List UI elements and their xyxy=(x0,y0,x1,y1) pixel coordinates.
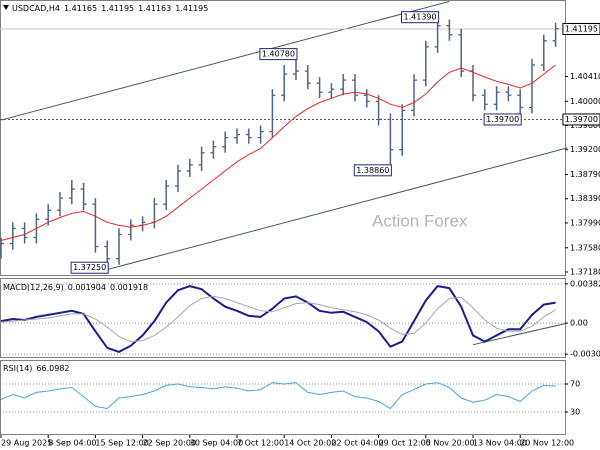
y-tick-label: 1.38390 xyxy=(570,194,600,203)
annotation-box xyxy=(259,48,298,61)
level-label: 1.39700 xyxy=(565,115,598,124)
y-tick-label: 1.39200 xyxy=(570,145,600,154)
x-tick-label: 14 Oct 20:00 xyxy=(284,439,336,448)
annotation-box xyxy=(401,11,440,24)
y-tick-label: 0.00 xyxy=(570,319,588,328)
header-value: 1.41195 xyxy=(101,4,134,13)
y-tick-label: 70 xyxy=(570,380,580,389)
x-tick-label: 30 Sep 04:00 xyxy=(190,439,243,448)
annotation-box xyxy=(483,113,522,126)
watermark: Action Forex xyxy=(372,211,468,230)
trendline xyxy=(107,147,568,271)
header-value: 1.41163 xyxy=(138,4,171,13)
current-price-label-box xyxy=(562,22,600,35)
panel-header: RSI(14) 66.0982 xyxy=(3,364,70,373)
y-tick-label: 1.37180 xyxy=(570,267,600,276)
header-value: 66.0982 xyxy=(36,364,69,373)
moving-average xyxy=(0,64,556,241)
x-tick-label: 22 Sep 20:00 xyxy=(143,439,196,448)
x-tick-label: 20 Nov 12:00 xyxy=(520,439,574,448)
y-tick-label: 1.38790 xyxy=(570,170,600,179)
x-tick-label: 13 Nov 04:00 xyxy=(473,439,527,448)
x-tick-label: 29 Aug 2025 xyxy=(1,439,52,448)
x-tick-label: 29 Oct 12:00 xyxy=(379,439,431,448)
indicator-line xyxy=(0,382,556,410)
level-label-box xyxy=(562,113,600,126)
panel-frame xyxy=(0,0,566,276)
y-tick-label: 1.39600 xyxy=(570,121,600,130)
annotation: 1.40780 xyxy=(262,50,295,59)
header-value: 1.41195 xyxy=(175,4,208,13)
y-tick-label: 1.37580 xyxy=(570,243,600,252)
current-price-label: 1.41195 xyxy=(565,24,598,33)
y-tick-label: 30 xyxy=(570,408,580,417)
indicator-line xyxy=(0,285,556,353)
x-tick-label: 5 Nov 20:00 xyxy=(426,439,475,448)
header-value: 0.001918 xyxy=(110,283,148,292)
annotation: 1.41390 xyxy=(404,13,437,22)
x-tick-label: 22 Oct 04:00 xyxy=(331,439,383,448)
x-tick-label: 15 Sep 12:00 xyxy=(95,439,148,448)
trendline xyxy=(472,322,568,346)
panel-title: RSI(14) xyxy=(3,364,32,373)
x-tick-label: 8 Sep 04:00 xyxy=(48,439,96,448)
annotation: 1.38860 xyxy=(356,166,389,175)
x-tick-label: 7 Oct 12:00 xyxy=(237,439,284,448)
panel-title: MACD(12,26,9) xyxy=(3,283,64,292)
indicator-line xyxy=(0,295,556,343)
header-value: 1.41165 xyxy=(64,4,97,13)
panel-title: USDCAD,H4 xyxy=(12,4,60,13)
panel-frame xyxy=(0,360,566,435)
trendline xyxy=(0,0,450,121)
y-tick-label: 1.40000 xyxy=(570,97,600,106)
menu-arrow[interactable] xyxy=(3,5,9,10)
y-tick-label: 1.40410 xyxy=(570,72,600,81)
y-tick-label: 0.003821 xyxy=(570,279,600,288)
panel-header: USDCAD,H4 1.41165 1.41195 1.41163 1.41195 xyxy=(12,4,208,13)
y-tick-label: 1.37990 xyxy=(570,218,600,227)
annotation: 1.37250 xyxy=(73,263,106,272)
panel-frame xyxy=(0,278,566,358)
panel-header: MACD(12,26,9) 0.001904 0.001918 xyxy=(3,283,148,292)
annotation: 1.39700 xyxy=(486,115,519,124)
y-tick-label: -0.003022 xyxy=(570,350,600,359)
header-value: 0.001904 xyxy=(68,283,106,292)
annotation-box xyxy=(353,164,392,177)
annotation-box xyxy=(70,261,109,274)
